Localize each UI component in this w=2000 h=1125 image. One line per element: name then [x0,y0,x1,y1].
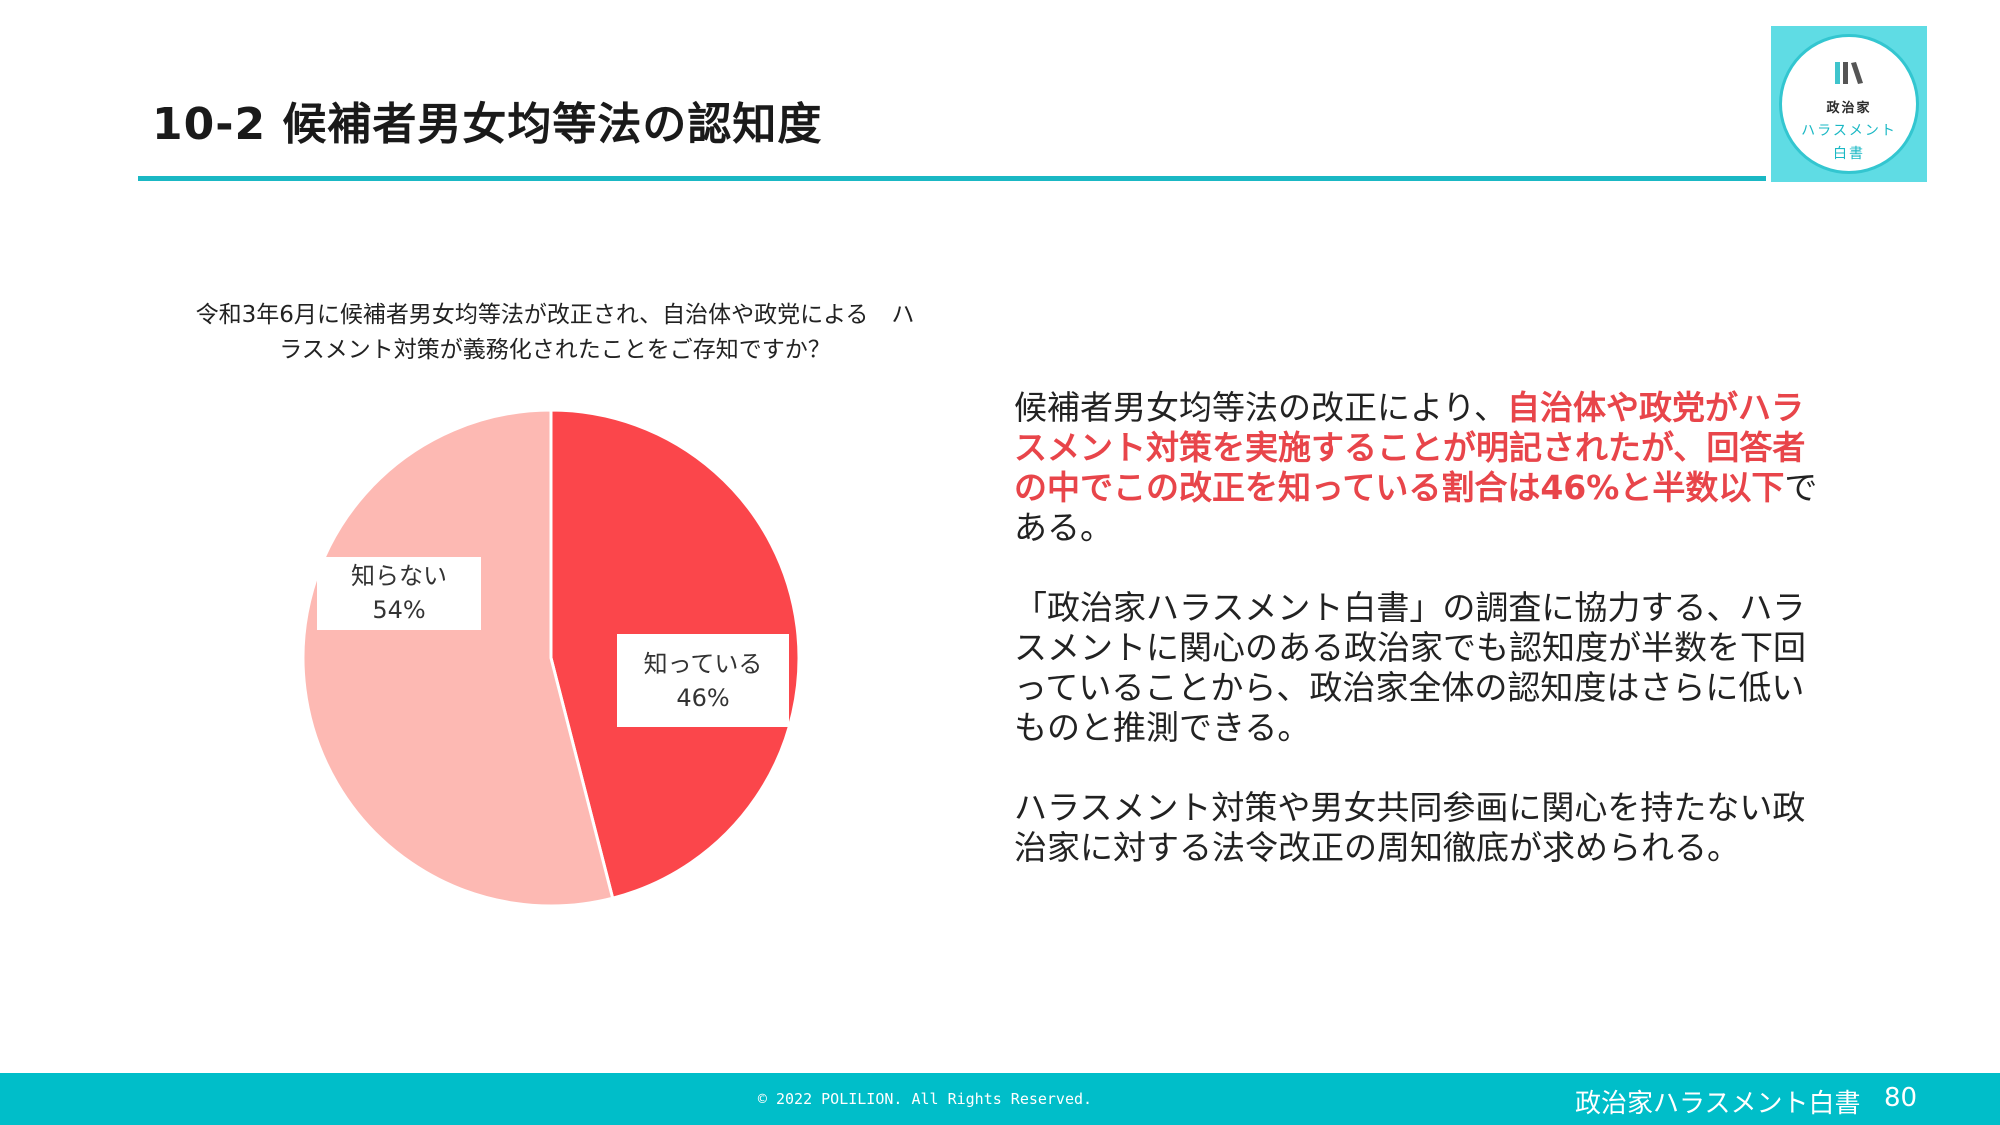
footer-brand: 政治家ハラスメント白書 [1575,1089,1861,1119]
footer-bar: © 2022 POLILION. All Rights Reserved. 政治… [0,1073,2000,1125]
commentary-paragraph-2: 「政治家ハラスメント白書」の調査に協力する、ハラスメントに関心のある政治家でも認… [1014,588,1806,747]
data-label-unknown: 知らない 54% [317,557,481,630]
commentary: 候補者男女均等法の改正により、自治体や政党がハラスメント対策を実施することが明記… [1014,388,1834,908]
books-icon [1835,62,1863,84]
commentary-p1-highlight: 自治体や政党がハラスメント対策を実施することが明記されたが、回答者の中でこの改正… [1014,388,1806,507]
commentary-p1-tail: である。 [1014,468,1818,547]
logo-text-line2: ハラスメント [1801,123,1897,139]
page-title: 10-2 候補者男女均等法の認知度 [152,99,823,150]
logo-text-line3: 白書 [1833,146,1865,162]
data-label-known: 知っている 46% [617,634,789,727]
data-label-unknown-category: 知らない [351,562,447,590]
logo-badge: 政治家 ハラスメント 白書 [1779,34,1919,174]
copyright-notice: © 2022 POLILION. All Rights Reserved. [757,1090,1093,1108]
commentary-p1-lead: 候補者男女均等法の改正により、 [1014,388,1508,427]
pie-slice-unknown [301,408,615,908]
title-underline [138,176,1766,181]
logo-text-line1: 政治家 [1826,101,1872,116]
logo: 政治家 ハラスメント 白書 [1771,26,1927,182]
commentary-paragraph-1: 候補者男女均等法の改正により、自治体や政党がハラスメント対策を実施することが明記… [1014,388,1834,548]
chart-title: 令和3年6月に候補者男女均等法が改正され、自治体や政党による ハラスメント対策が… [195,302,915,363]
data-label-known-category: 知っている [643,650,763,678]
page-number: 80 [1884,1083,1918,1113]
data-label-known-value: 46% [676,684,730,712]
data-label-unknown-value: 54% [372,596,426,624]
commentary-paragraph-3: ハラスメント対策や男女共同参画に関心を持たない政治家に対する法令改正の周知徹底が… [1014,788,1806,867]
